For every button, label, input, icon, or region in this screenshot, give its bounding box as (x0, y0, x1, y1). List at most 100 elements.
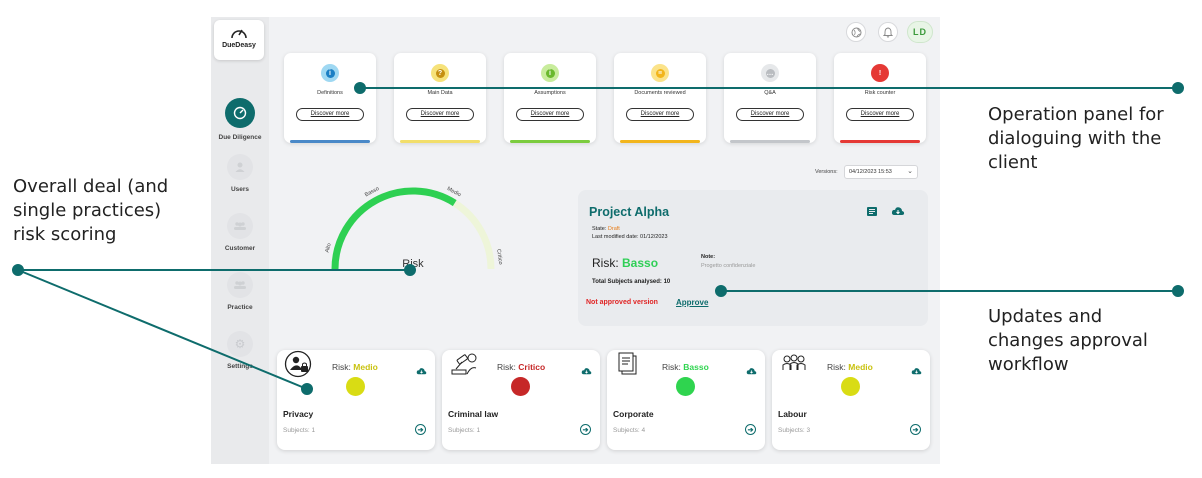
gauge-level-label: Alto (325, 243, 333, 254)
arrow-right-icon[interactable]: ➔ (745, 424, 756, 435)
callout-risk: Overall deal (and single practices) risk… (13, 175, 168, 247)
gauge-empty-arc (452, 200, 495, 270)
practice-subjects: Subjects: 1 (448, 427, 481, 434)
sidebar-item-due-diligence[interactable]: Due Diligence (211, 98, 269, 141)
approve-link[interactable]: Approve (676, 298, 709, 307)
callout-line: dialoguing with the (988, 128, 1162, 149)
operation-card: … Q&A Discover more (724, 53, 816, 143)
practice-card[interactable]: Risk: Medio Privacy Subjects: 1 ➔ (277, 350, 435, 450)
gauge-level-label: Critico (495, 249, 503, 265)
state-label: State: (592, 226, 607, 232)
callout-line: changes approval (988, 330, 1148, 351)
callout-line: risk scoring (13, 224, 117, 245)
project-title: Project Alpha (589, 205, 670, 219)
discover-more-button[interactable]: Discover more (736, 108, 804, 121)
practice-name: Criminal law (448, 409, 499, 419)
practice-risk: Risk: Medio (827, 362, 873, 372)
operation-card: i Definitions Discover more (284, 53, 376, 143)
operation-card-title: Q&A (764, 90, 776, 96)
total-subjects: Total Subjects analysed: 10 (592, 279, 671, 285)
sidebar-item-label: Users (230, 186, 250, 193)
gauge-icon (225, 98, 255, 128)
note-label: Note: (701, 254, 716, 260)
group-icon (227, 272, 253, 298)
versions-select[interactable]: 04/12/2023 15:53 ⌄ (844, 165, 918, 179)
cloud-download-icon[interactable] (581, 363, 592, 375)
sidebar-item-customer[interactable]: Customer (211, 213, 269, 252)
practice-risk: Risk: Critico (497, 362, 545, 372)
team-icon (779, 350, 809, 378)
project-state: State: Draft (592, 226, 620, 232)
cloud-download-icon[interactable] (416, 363, 427, 375)
sidebar-item-practice[interactable]: Practice (211, 272, 269, 311)
callout-line: single practices) (13, 200, 162, 221)
operation-card-title: Documents reviewed (634, 90, 686, 96)
operation-card-title: Assumptions (534, 90, 566, 96)
operation-card-accent-bar (620, 140, 700, 143)
operation-card-accent-bar (290, 140, 370, 143)
callout-operation: Operation panel for dialoguing with the … (988, 103, 1164, 175)
arrow-right-icon[interactable]: ➔ (415, 424, 426, 435)
practice-card[interactable]: Risk: Critico Criminal law Subjects: 1 ➔ (442, 350, 600, 450)
modified-label: Last modified date: (592, 234, 639, 240)
note-text: Progetto confidenziale (701, 263, 756, 269)
chat-icon: … (761, 64, 779, 82)
sidebar-item-users[interactable]: Users (211, 154, 269, 193)
arrow-right-icon[interactable]: ➔ (580, 424, 591, 435)
connector-dot (1172, 285, 1184, 297)
person-lock-icon (284, 350, 314, 378)
discover-more-button[interactable]: Discover more (626, 108, 694, 121)
logo-text: DueDeasy (222, 42, 256, 49)
callout-line: Operation panel for (988, 104, 1164, 125)
arrow-right-icon[interactable]: ➔ (910, 424, 921, 435)
operation-card: ? Main Data Discover more (394, 53, 486, 143)
risk-value: Basso (622, 256, 659, 270)
risk-indicator-dot (676, 377, 695, 396)
operation-card-accent-bar (730, 140, 810, 143)
globe-icon[interactable] (846, 22, 866, 42)
operation-card-title: Main Data (427, 90, 453, 96)
risk-indicator-dot (511, 377, 530, 396)
help-icon: ? (431, 64, 449, 82)
speedometer-icon (231, 29, 247, 39)
practice-subjects: Subjects: 1 (283, 427, 316, 434)
not-approved-status: Not approved version (586, 299, 658, 306)
sidebar-item-settings[interactable]: ⚙ Settings (211, 331, 269, 370)
project-panel: Project Alpha State: Draft Last modified… (578, 190, 928, 326)
discover-more-button[interactable]: Discover more (296, 108, 364, 121)
versions-selected-value: 04/12/2023 15:53 (849, 169, 892, 175)
discover-more-button[interactable]: Discover more (846, 108, 914, 121)
info-icon: i (321, 64, 339, 82)
connector-dot (1172, 82, 1184, 94)
practice-subjects: Subjects: 4 (613, 427, 646, 434)
risk-label: Risk: (827, 362, 846, 372)
callout-line: Updates and (988, 306, 1103, 327)
logo[interactable]: DueDeasy (214, 20, 264, 60)
connector-dot (12, 264, 24, 276)
app-window: DueDeasy Due Diligence Users Customer Pr… (211, 17, 940, 464)
cloud-download-icon[interactable] (911, 363, 922, 375)
report-icon[interactable] (866, 206, 879, 218)
risk-label: Risk: (592, 256, 619, 270)
operation-card-title: Definitions (317, 90, 343, 96)
practice-card[interactable]: Risk: Medio Labour Subjects: 3 ➔ (772, 350, 930, 450)
chevron-down-icon: ⌄ (907, 168, 913, 175)
avatar[interactable]: LD (907, 21, 933, 43)
discover-more-button[interactable]: Discover more (406, 108, 474, 121)
callout-line: client (988, 152, 1038, 173)
cloud-download-icon[interactable] (746, 363, 757, 375)
list-icon: ≡ (651, 64, 669, 82)
gauge-filled-arc (331, 187, 457, 270)
cloud-download-icon[interactable] (891, 206, 905, 218)
sidebar-item-label: Customer (224, 245, 256, 252)
info-icon: i (541, 64, 559, 82)
versions-label: Versions: (815, 169, 838, 175)
bell-icon[interactable] (878, 22, 898, 42)
practice-card[interactable]: Risk: Basso Corporate Subjects: 4 ➔ (607, 350, 765, 450)
sidebar-item-label: Practice (227, 304, 253, 311)
gavel-icon (449, 350, 479, 378)
risk-value: Basso (683, 362, 709, 372)
discover-more-button[interactable]: Discover more (516, 108, 584, 121)
callout-line: Overall deal (and (13, 176, 169, 197)
